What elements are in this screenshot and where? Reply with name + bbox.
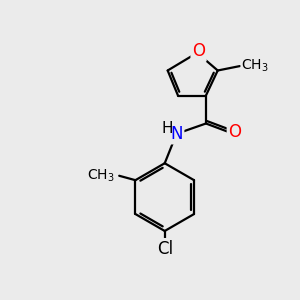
- Text: CH$_3$: CH$_3$: [87, 168, 115, 184]
- Text: N: N: [170, 125, 183, 143]
- Text: O: O: [228, 123, 241, 141]
- Text: H: H: [161, 121, 173, 136]
- Text: CH$_3$: CH$_3$: [241, 58, 269, 74]
- Text: Cl: Cl: [157, 240, 173, 258]
- Text: O: O: [192, 42, 205, 60]
